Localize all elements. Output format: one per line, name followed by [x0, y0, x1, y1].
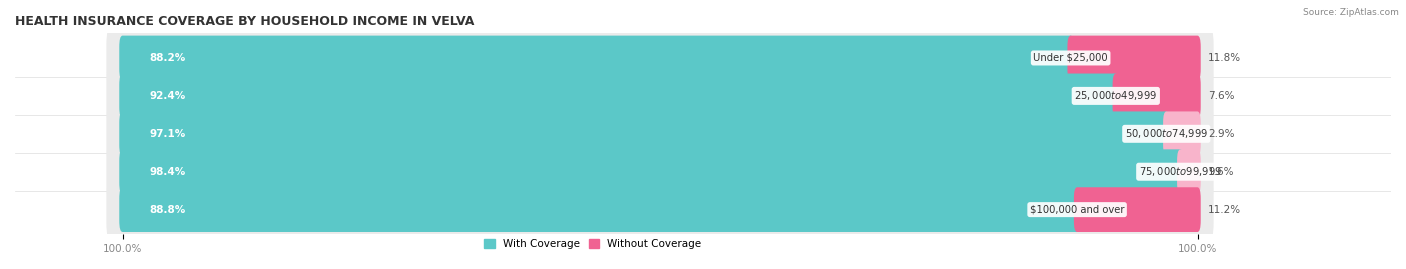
Text: 11.2%: 11.2% [1208, 205, 1241, 215]
Legend: With Coverage, Without Coverage: With Coverage, Without Coverage [481, 235, 706, 253]
Text: Under $25,000: Under $25,000 [1033, 53, 1108, 63]
FancyBboxPatch shape [120, 111, 1170, 156]
Text: 2.9%: 2.9% [1208, 129, 1234, 139]
Text: 1.6%: 1.6% [1208, 167, 1234, 177]
Text: $100,000 and over: $100,000 and over [1029, 205, 1125, 215]
Text: 92.4%: 92.4% [149, 91, 186, 101]
FancyBboxPatch shape [1074, 187, 1201, 232]
Text: HEALTH INSURANCE COVERAGE BY HOUSEHOLD INCOME IN VELVA: HEALTH INSURANCE COVERAGE BY HOUSEHOLD I… [15, 15, 474, 28]
Text: 98.4%: 98.4% [149, 167, 186, 177]
Text: 11.8%: 11.8% [1208, 53, 1241, 63]
FancyBboxPatch shape [120, 73, 1119, 118]
Text: $25,000 to $49,999: $25,000 to $49,999 [1074, 89, 1157, 102]
FancyBboxPatch shape [1112, 73, 1201, 118]
FancyBboxPatch shape [1067, 36, 1201, 80]
FancyBboxPatch shape [107, 102, 1213, 166]
FancyBboxPatch shape [107, 26, 1213, 90]
Text: 97.1%: 97.1% [149, 129, 186, 139]
Text: 7.6%: 7.6% [1208, 91, 1234, 101]
FancyBboxPatch shape [120, 187, 1080, 232]
FancyBboxPatch shape [120, 149, 1184, 194]
FancyBboxPatch shape [1163, 111, 1201, 156]
FancyBboxPatch shape [107, 140, 1213, 204]
FancyBboxPatch shape [120, 36, 1074, 80]
Text: Source: ZipAtlas.com: Source: ZipAtlas.com [1303, 8, 1399, 17]
Text: 88.8%: 88.8% [149, 205, 186, 215]
FancyBboxPatch shape [1177, 149, 1201, 194]
FancyBboxPatch shape [107, 178, 1213, 242]
Text: $75,000 to $99,999: $75,000 to $99,999 [1139, 165, 1222, 178]
Text: 88.2%: 88.2% [149, 53, 186, 63]
Text: $50,000 to $74,999: $50,000 to $74,999 [1125, 127, 1208, 140]
FancyBboxPatch shape [107, 64, 1213, 128]
